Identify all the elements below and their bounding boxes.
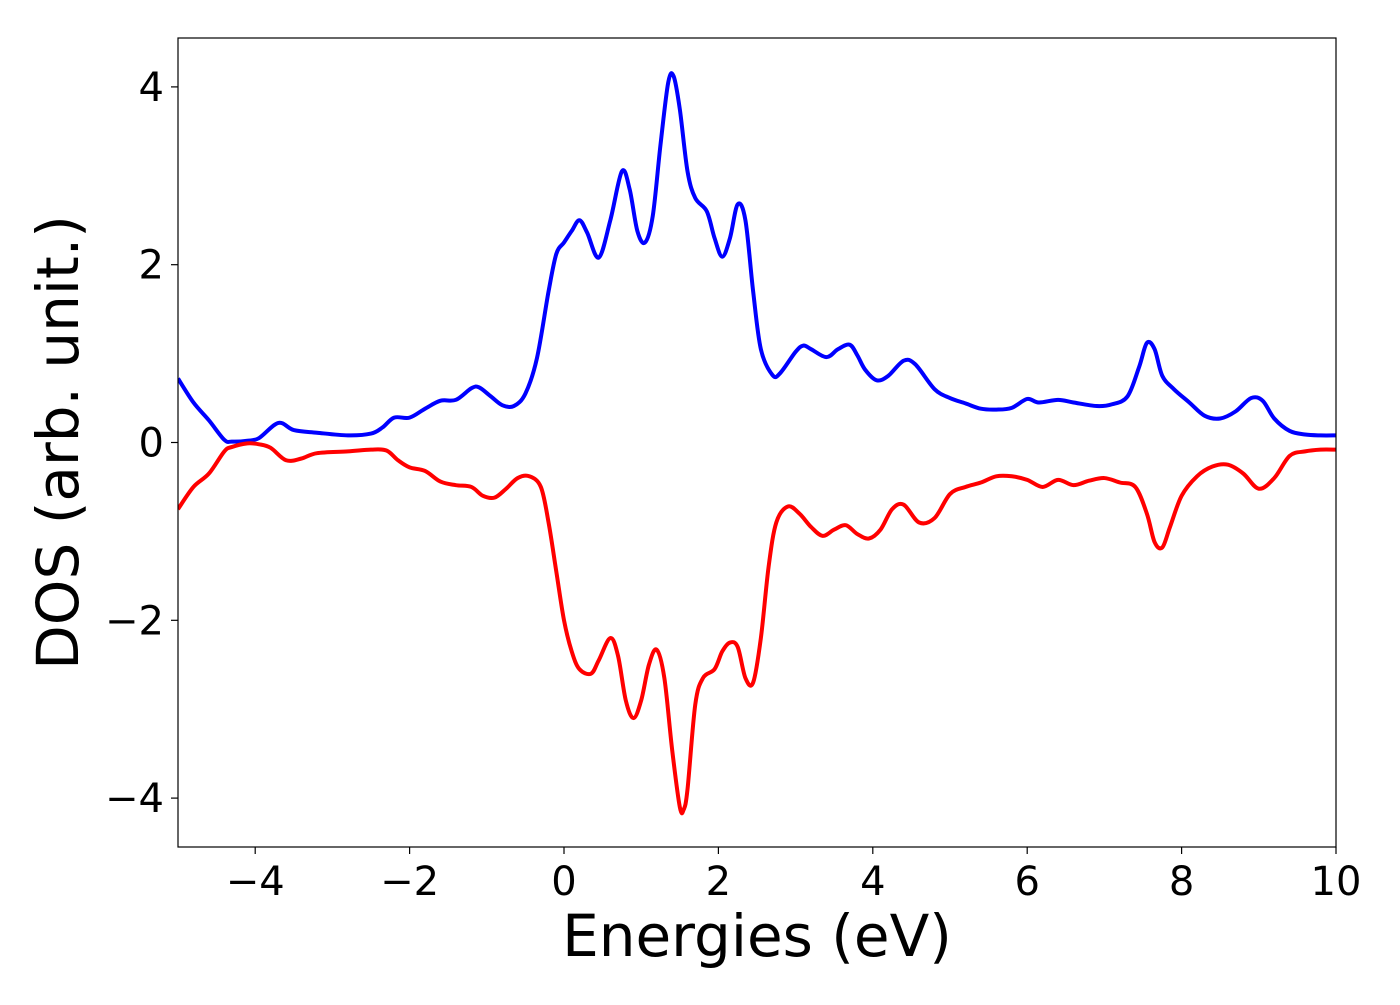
plot-frame [177,37,1337,848]
x-tick-label: −4 [226,859,285,905]
x-tick-label: 0 [551,859,576,905]
y-tick-label: −2 [105,598,164,644]
y-tick-label: −4 [105,776,164,822]
x-tick-label: 10 [1311,859,1362,905]
x-axis: −4 −2 0 2 4 6 8 10 [226,847,1362,905]
y-tick-label: 2 [139,243,164,289]
x-tick-label: 2 [706,859,731,905]
x-tick-label: 6 [1014,859,1039,905]
y-tick-label: 4 [139,65,164,111]
y-axis-title: DOS (arb. unit.) [24,215,92,670]
y-axis: −4 −2 0 2 4 [105,65,178,822]
x-tick-label: −2 [380,859,439,905]
y-tick-label: 0 [139,421,164,467]
x-axis-title: Energies (eV) [562,902,952,970]
series-line-blue [178,71,1336,444]
series-line-red [178,441,1336,816]
x-tick-label: 4 [860,859,885,905]
plot-lines [178,71,1336,816]
x-tick-label: 8 [1169,859,1194,905]
